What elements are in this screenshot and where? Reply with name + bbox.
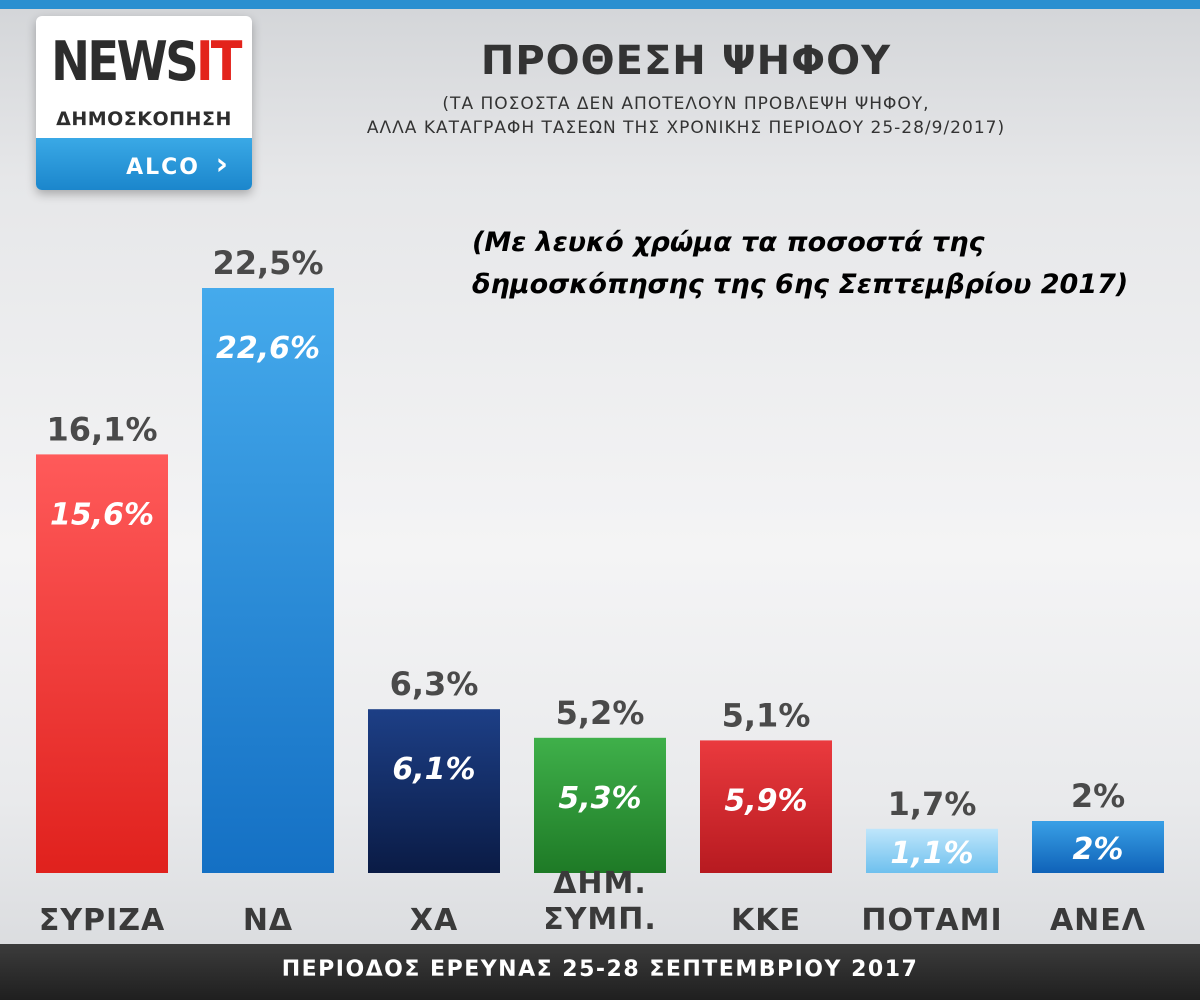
chart-title: ΠΡΟΘΕΣΗ ΨΗΦΟΥ	[480, 38, 892, 84]
category-label-0: ΣΥΡΙΖΑ	[39, 903, 165, 938]
logo-brand-accent: IT	[196, 30, 242, 93]
logo-partner-name: ALCO	[126, 155, 200, 180]
previous-value-label-0: 15,6%	[50, 497, 154, 532]
previous-value-label-1: 22,6%	[216, 331, 320, 366]
bar-1	[202, 288, 334, 873]
top-accent-stripe	[0, 0, 1200, 9]
subtitle-line-1: (ΤΑ ΠΟΣΟΣΤΑ ΔΕΝ ΑΠΟΤΕΛΟΥΝ ΠΡΟΒΛΕΨΗ ΨΗΦΟΥ…	[442, 94, 930, 114]
value-label-4: 5,1%	[722, 696, 811, 734]
subtitle-line-2: ΑΛΛΑ ΚΑΤΑΓΡΑΦΗ ΤΑΣΕΩΝ ΤΗΣ ΧΡΟΝΙΚΗΣ ΠΕΡΙΟ…	[366, 118, 1006, 138]
newsit-logo: NEWSIT ΔΗΜΟΣΚΟΠΗΣΗ ALCO ›	[36, 16, 252, 190]
value-label-1: 22,5%	[212, 244, 323, 282]
logo-brand: NEWSIT	[51, 30, 242, 93]
value-label-0: 16,1%	[46, 410, 157, 448]
previous-value-label-2: 6,1%	[392, 752, 475, 787]
category-label-3-line-0: ΔΗΜ.	[553, 866, 647, 901]
category-label-4: ΚΚΕ	[731, 903, 801, 938]
comparison-note: (Με λευκό χρώμα τα ποσοστά της δημοσκόπη…	[472, 222, 1172, 306]
category-label-6: ΑΝΕΛ	[1050, 903, 1146, 938]
bar-0	[36, 454, 168, 873]
logo-partner-bar: ALCO ›	[36, 138, 252, 190]
value-label-5: 1,7%	[888, 785, 977, 823]
category-label-1: ΝΔ	[243, 903, 293, 938]
bar-3	[534, 737, 666, 873]
category-label-5: ΠΟΤΑΜΙ	[861, 903, 1002, 938]
chart-subtitle: (ΤΑ ΠΟΣΟΣΤΑ ΔΕΝ ΑΠΟΤΕΛΟΥΝ ΠΡΟΒΛΕΨΗ ΨΗΦΟΥ…	[300, 92, 1072, 140]
note-line-1: (Με λευκό χρώμα τα ποσοστά της	[472, 227, 985, 258]
value-label-6: 2%	[1071, 777, 1125, 815]
note-line-2: δημοσκόπησης της 6ης Σεπτεμβρίου 2017)	[472, 269, 1129, 300]
footer-bar: ΠΕΡΙΟΔΟΣ ΕΡΕΥΝΑΣ 25-28 ΣΕΠΤΕΜΒΡΙΟΥ 2017	[0, 944, 1200, 1000]
bar-6	[1032, 821, 1164, 873]
logo-brand-main: NEWS	[51, 30, 199, 93]
bar-2	[368, 709, 500, 873]
previous-value-label-4: 5,9%	[724, 783, 807, 818]
previous-value-label-5: 1,1%	[890, 836, 973, 871]
survey-period: ΠΕΡΙΟΔΟΣ ΕΡΕΥΝΑΣ 25-28 ΣΕΠΤΕΜΒΡΙΟΥ 2017	[281, 957, 919, 982]
value-label-3: 5,2%	[556, 694, 645, 732]
category-label-3-line-1: ΣΥΜΠ.	[543, 902, 657, 937]
logo-subtitle: ΔΗΜΟΣΚΟΠΗΣΗ	[56, 108, 232, 130]
previous-value-label-3: 5,3%	[558, 781, 641, 816]
bar-5	[866, 828, 998, 873]
bar-4	[700, 740, 832, 873]
previous-value-label-6: 2%	[1073, 832, 1124, 867]
category-label-2: ΧΑ	[410, 903, 458, 938]
chevron-right-icon: ›	[215, 147, 228, 182]
bars-layer: 16,1% 15,6% ΣΥΡΙΖΑ 22,5% 22,6% ΝΔ 6,3% 6,1% ΧΑ 5,…	[36, 244, 1164, 938]
value-label-2: 6,3%	[390, 665, 479, 703]
